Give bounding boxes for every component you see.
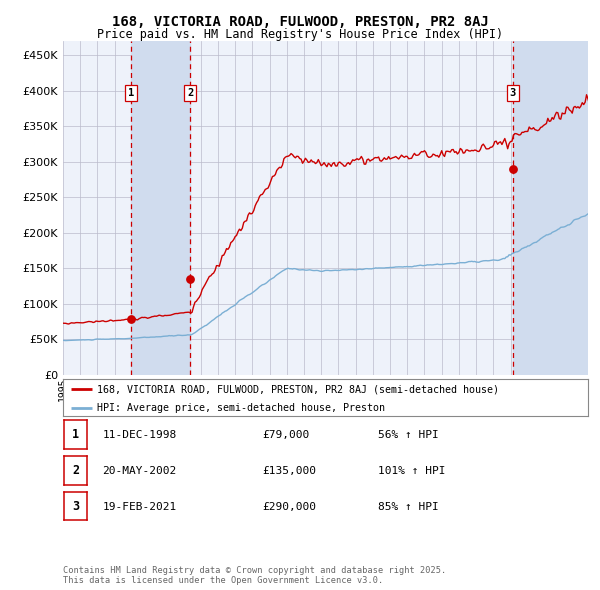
Text: 101% ↑ HPI: 101% ↑ HPI bbox=[378, 466, 445, 476]
Text: HPI: Average price, semi-detached house, Preston: HPI: Average price, semi-detached house,… bbox=[97, 403, 385, 413]
Text: 56% ↑ HPI: 56% ↑ HPI bbox=[378, 430, 439, 440]
Text: 20-MAY-2002: 20-MAY-2002 bbox=[103, 466, 176, 476]
Point bbox=[185, 274, 195, 284]
Text: 2: 2 bbox=[72, 464, 79, 477]
Text: 168, VICTORIA ROAD, FULWOOD, PRESTON, PR2 8AJ: 168, VICTORIA ROAD, FULWOOD, PRESTON, PR… bbox=[112, 15, 488, 29]
Text: 1: 1 bbox=[72, 428, 79, 441]
Text: £290,000: £290,000 bbox=[263, 502, 317, 512]
Text: Price paid vs. HM Land Registry's House Price Index (HPI): Price paid vs. HM Land Registry's House … bbox=[97, 28, 503, 41]
Text: Contains HM Land Registry data © Crown copyright and database right 2025.
This d: Contains HM Land Registry data © Crown c… bbox=[63, 566, 446, 585]
Text: 1: 1 bbox=[128, 88, 134, 98]
Text: 3: 3 bbox=[509, 88, 516, 98]
Text: £79,000: £79,000 bbox=[263, 430, 310, 440]
Bar bbox=[131, 41, 190, 375]
Point bbox=[508, 164, 518, 173]
Text: £135,000: £135,000 bbox=[263, 466, 317, 476]
Text: 85% ↑ HPI: 85% ↑ HPI bbox=[378, 502, 439, 512]
Text: 3: 3 bbox=[72, 500, 79, 513]
Text: 11-DEC-1998: 11-DEC-1998 bbox=[103, 430, 176, 440]
Text: 168, VICTORIA ROAD, FULWOOD, PRESTON, PR2 8AJ (semi-detached house): 168, VICTORIA ROAD, FULWOOD, PRESTON, PR… bbox=[97, 384, 499, 394]
Text: 19-FEB-2021: 19-FEB-2021 bbox=[103, 502, 176, 512]
Point bbox=[126, 314, 136, 323]
Text: 2: 2 bbox=[187, 88, 193, 98]
Bar bbox=[513, 41, 588, 375]
